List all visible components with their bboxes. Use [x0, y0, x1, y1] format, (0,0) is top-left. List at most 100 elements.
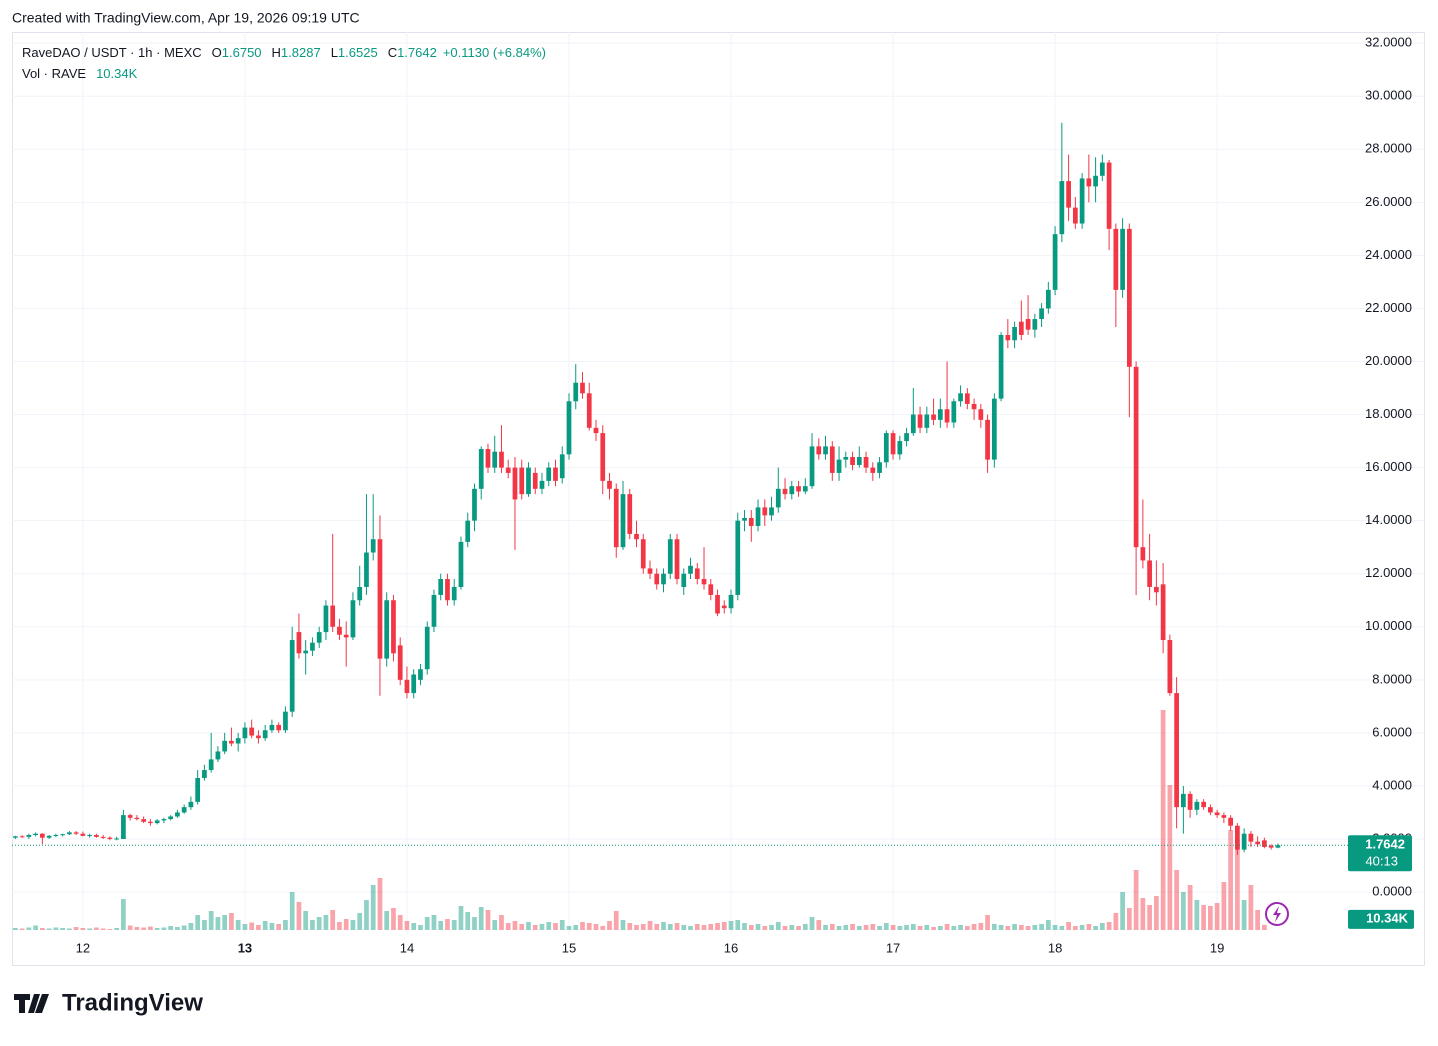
volume-bar [283, 920, 288, 930]
y-tick-label: 10.0000 [1365, 618, 1412, 633]
volume-bar [748, 925, 754, 930]
volume-bar [1167, 785, 1173, 930]
volume-bar [836, 926, 842, 930]
volume-bar [40, 928, 45, 930]
candle-body [796, 486, 801, 492]
candle-body [100, 836, 106, 838]
candle-body [1262, 840, 1267, 847]
volume-bar [1255, 910, 1260, 930]
volume-bar [256, 925, 261, 930]
candle-body [1160, 584, 1166, 641]
volume-bar [107, 929, 113, 930]
candle-body [937, 409, 943, 420]
candle-body [1005, 334, 1011, 341]
y-tick-label: 24.0000 [1365, 247, 1412, 262]
candle-body [438, 579, 444, 595]
candle-body [323, 605, 329, 633]
candle-body [1153, 586, 1159, 593]
candle-body [391, 600, 396, 654]
candle-body [559, 454, 565, 479]
candle-body [1072, 207, 1078, 224]
candle-body [688, 565, 693, 574]
candle-body [242, 727, 248, 739]
candle-body [1181, 793, 1186, 808]
volume-bar [796, 926, 801, 930]
volume-bar [1147, 905, 1152, 930]
candle-body [121, 815, 126, 840]
candle-body [208, 759, 214, 771]
volume-bar [708, 924, 714, 930]
volume-bar [701, 925, 707, 930]
volume-bar [499, 915, 504, 930]
candle-body [13, 836, 18, 838]
x-tick-label: 12 [76, 940, 90, 955]
volume-bar [809, 917, 815, 930]
header: Created with TradingView.com, Apr 19, 20… [12, 10, 360, 26]
candle-body [256, 735, 261, 739]
candle-body [978, 409, 984, 420]
volume-bar [357, 913, 363, 930]
candle-body [114, 838, 120, 840]
legend-symbol: RaveDAO / USDT · 1h · MEXC [22, 45, 202, 60]
volume-bar [910, 924, 916, 930]
candle-body [1045, 289, 1051, 309]
volume-tag-box [1348, 909, 1414, 929]
candle-body [384, 600, 390, 659]
candle-body [276, 724, 282, 731]
volume-bar [600, 926, 606, 930]
candle-body [364, 552, 369, 587]
volume-bar [1059, 926, 1065, 930]
volume-bar [1045, 920, 1051, 930]
volume-bar [917, 926, 923, 930]
candle-body [1241, 833, 1247, 850]
candle-body [627, 494, 633, 534]
volume-bar [73, 927, 79, 930]
candle-body [235, 738, 241, 744]
flash-icon[interactable] [1265, 902, 1289, 926]
candle-body [33, 833, 38, 836]
volume-bar [1072, 926, 1078, 930]
candle-body [303, 650, 309, 654]
candle-body [262, 730, 268, 739]
legend-open: 1.6750 [222, 45, 262, 60]
volume-bar [789, 925, 795, 930]
candle-body [1079, 178, 1085, 224]
candle-body [418, 669, 423, 680]
volume-bar [985, 915, 990, 930]
y-tick-label: 0.0000 [1372, 884, 1412, 899]
volume-bar [208, 911, 214, 930]
volume-bar [964, 926, 970, 930]
candle-body [850, 456, 855, 465]
candle-body [1086, 178, 1092, 187]
candle-body [843, 456, 849, 460]
volume-bar [1214, 903, 1220, 930]
price-tag-box [1348, 835, 1412, 872]
candle-body [229, 740, 234, 744]
candle-body [897, 441, 903, 455]
candle-body [215, 751, 221, 760]
volume-bar [411, 923, 417, 930]
candle-body [539, 480, 545, 489]
volume-bar [262, 921, 268, 930]
candle-body [667, 539, 673, 574]
candle-body [188, 801, 194, 808]
y-tick-label: 16.0000 [1365, 459, 1412, 474]
candle-body [620, 494, 626, 548]
candle-body [910, 414, 916, 434]
volume-bar [26, 927, 32, 930]
legend-key: O [212, 45, 222, 60]
flash-bolt[interactable] [1273, 906, 1281, 922]
candle-body [762, 507, 768, 516]
candle-body [458, 541, 464, 587]
volume-bar [877, 926, 882, 930]
volume-bar [823, 925, 828, 930]
candle-body [944, 409, 950, 423]
volume-bar [80, 928, 86, 930]
volume-bar [667, 924, 673, 930]
candle-body [755, 507, 761, 526]
candle-body [478, 449, 484, 489]
volume-bar [370, 885, 376, 930]
volume-bar [451, 920, 457, 930]
candle-body [553, 467, 558, 481]
candle-body [1221, 815, 1227, 818]
